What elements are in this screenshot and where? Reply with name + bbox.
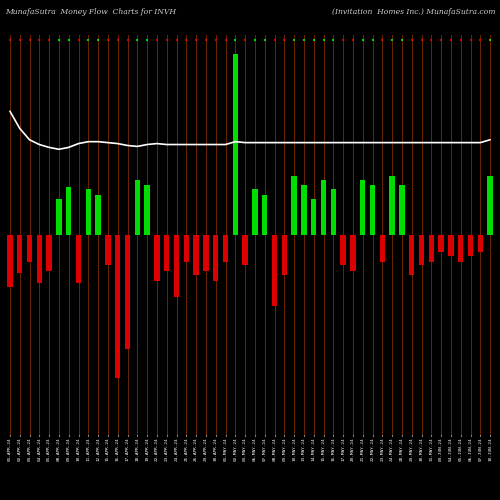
Bar	[311, 199, 316, 235]
Bar	[390, 176, 395, 235]
Bar	[428, 235, 434, 262]
Bar	[134, 180, 140, 235]
Bar	[46, 235, 52, 271]
Bar	[232, 54, 238, 235]
Bar	[350, 235, 356, 271]
Bar	[340, 235, 346, 266]
Bar	[36, 235, 42, 282]
Bar	[488, 176, 493, 235]
Bar	[66, 188, 71, 235]
Bar	[164, 235, 170, 271]
Bar	[7, 235, 12, 288]
Bar	[330, 190, 336, 235]
Bar	[409, 235, 414, 275]
Bar	[184, 235, 189, 262]
Bar	[360, 180, 366, 235]
Bar	[448, 235, 454, 256]
Bar	[282, 235, 287, 275]
Bar	[301, 186, 306, 235]
Bar	[203, 235, 208, 271]
Bar	[27, 235, 32, 262]
Bar	[380, 235, 385, 262]
Bar	[86, 190, 91, 235]
Bar	[419, 235, 424, 266]
Bar	[478, 235, 483, 252]
Bar	[262, 195, 268, 235]
Bar	[438, 235, 444, 252]
Bar	[458, 235, 464, 262]
Bar	[76, 235, 81, 282]
Bar	[105, 235, 110, 266]
Bar	[144, 186, 150, 235]
Bar	[272, 235, 277, 306]
Bar	[194, 235, 199, 275]
Bar	[96, 195, 101, 235]
Text: (Invitation  Homes Inc.) MunafaSutra.com: (Invitation Homes Inc.) MunafaSutra.com	[332, 8, 495, 16]
Bar	[252, 190, 258, 235]
Bar	[370, 186, 375, 235]
Bar	[468, 235, 473, 256]
Bar	[17, 235, 22, 273]
Bar	[321, 180, 326, 235]
Bar	[174, 235, 179, 297]
Bar	[125, 235, 130, 350]
Bar	[56, 199, 62, 235]
Bar	[213, 235, 218, 281]
Bar	[115, 235, 120, 378]
Bar	[242, 235, 248, 266]
Text: MunafaSutra  Money Flow  Charts for INVH: MunafaSutra Money Flow Charts for INVH	[5, 8, 176, 16]
Bar	[292, 176, 297, 235]
Bar	[223, 235, 228, 262]
Bar	[399, 186, 404, 235]
Bar	[154, 235, 160, 281]
